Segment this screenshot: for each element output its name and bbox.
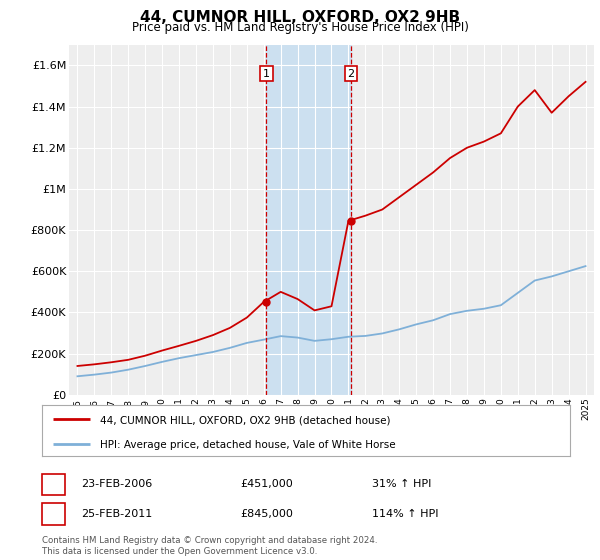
Text: £451,000: £451,000 [240,479,293,489]
Text: Contains HM Land Registry data © Crown copyright and database right 2024.
This d: Contains HM Land Registry data © Crown c… [42,536,377,556]
Text: 44, CUMNOR HILL, OXFORD, OX2 9HB: 44, CUMNOR HILL, OXFORD, OX2 9HB [140,10,460,25]
Text: 44, CUMNOR HILL, OXFORD, OX2 9HB (detached house): 44, CUMNOR HILL, OXFORD, OX2 9HB (detach… [100,416,391,426]
Text: 23-FEB-2006: 23-FEB-2006 [81,479,152,489]
Text: 1: 1 [263,69,270,78]
Text: 114% ↑ HPI: 114% ↑ HPI [372,509,439,519]
Bar [266,45,351,395]
Text: HPI: Average price, detached house, Vale of White Horse: HPI: Average price, detached house, Vale… [100,440,396,450]
Text: £845,000: £845,000 [240,509,293,519]
Text: 25-FEB-2011: 25-FEB-2011 [81,509,152,519]
Text: 1: 1 [50,479,57,489]
Text: 2: 2 [347,69,355,78]
Text: 2: 2 [50,509,57,519]
Text: Price paid vs. HM Land Registry's House Price Index (HPI): Price paid vs. HM Land Registry's House … [131,21,469,34]
Text: 31% ↑ HPI: 31% ↑ HPI [372,479,431,489]
